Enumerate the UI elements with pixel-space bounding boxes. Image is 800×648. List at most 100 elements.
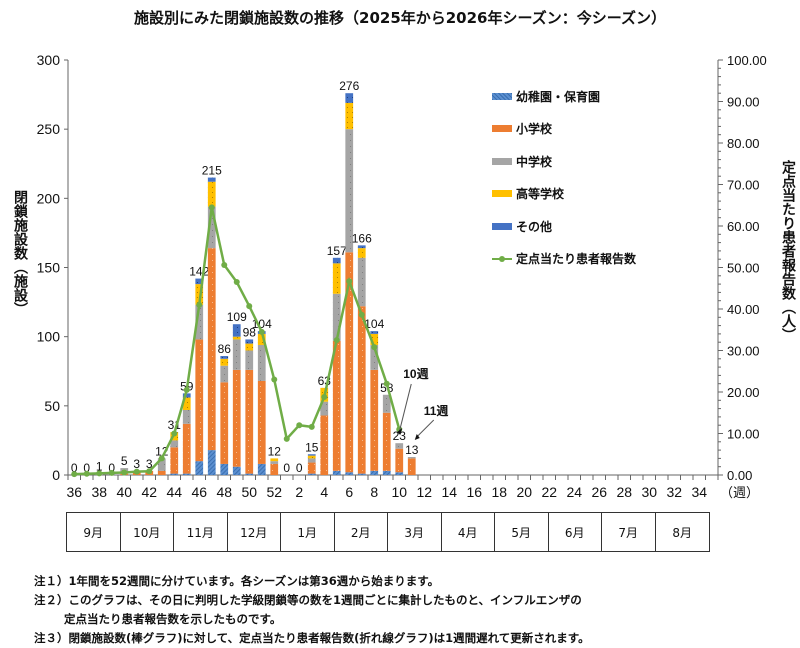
right-tick-label: 100.00 — [727, 53, 767, 68]
x-tick-label: 48 — [216, 484, 232, 500]
legend-item-shogakko: 小学校 — [492, 113, 636, 146]
teiten-point — [258, 328, 265, 335]
x-tick-label: 52 — [266, 484, 282, 500]
bar-segment — [332, 470, 341, 475]
bar-segment — [307, 454, 316, 456]
legend-swatch-icon — [492, 222, 512, 230]
month-cell: 6月 — [549, 513, 602, 551]
x-tick-label: 46 — [191, 484, 207, 500]
teiten-point — [371, 344, 378, 351]
bar-segment — [257, 344, 266, 381]
legend-label: 高等学校 — [516, 187, 565, 202]
left-tick-label: 100 — [37, 329, 61, 345]
bar-total-label: 276 — [339, 79, 359, 93]
x-tick-label: 30 — [641, 484, 657, 500]
chart-legend: 幼稚園・保育園 小学校 中学校 高等学校 その他 定点当たり患者報告数 — [492, 80, 636, 275]
bar-segment — [370, 369, 379, 471]
legend-swatch-icon — [492, 92, 512, 100]
left-tick-label: 250 — [37, 121, 61, 137]
teiten-point — [158, 455, 165, 462]
bar-segment — [245, 473, 254, 475]
x-tick-label: 2 — [295, 484, 303, 500]
right-tick-label: 40.00 — [727, 302, 760, 317]
teiten-point — [283, 435, 290, 442]
bar-segment — [345, 252, 354, 473]
bar-segment — [182, 473, 191, 475]
right-tick-label: 70.00 — [727, 178, 760, 193]
right-tick-label: 50.00 — [727, 261, 760, 276]
right-tick-label: 30.00 — [727, 344, 760, 359]
bar-segment — [207, 206, 216, 249]
bar-total-label: 215 — [202, 164, 222, 178]
bar-segment — [345, 102, 354, 130]
month-cell: 1月 — [281, 513, 335, 551]
bar-segment — [207, 248, 216, 451]
note-2-cont: 定点当たり患者報告数を示したものです。 — [64, 612, 282, 626]
bar-total-label: 86 — [218, 342, 232, 356]
legend-label: その他 — [516, 219, 553, 234]
legend-item-sonota: その他 — [492, 210, 636, 243]
x-tick-label: 26 — [591, 484, 607, 500]
bar-total-label: 23 — [393, 429, 407, 443]
bar-segment — [332, 340, 341, 471]
left-tick-label: 50 — [44, 398, 60, 414]
bar-segment — [232, 324, 241, 337]
bar-segment — [270, 458, 279, 462]
teiten-point — [333, 337, 340, 344]
bar-total-label: 166 — [352, 231, 372, 245]
bar-total-label: 12 — [268, 444, 282, 458]
bar-segment — [257, 333, 266, 345]
note-1: 注１）1年間を52週間に分けています。各シーズンは第36週から始まります。 — [34, 574, 440, 588]
teiten-point — [133, 468, 140, 475]
bar-segment — [370, 331, 379, 334]
x-tick-label: 32 — [666, 484, 682, 500]
bar-segment — [382, 394, 391, 413]
bar-segment — [320, 415, 329, 475]
bar-segment — [357, 473, 366, 475]
bar-segment — [220, 463, 229, 475]
bar-segment — [195, 284, 204, 305]
teiten-point — [383, 380, 390, 387]
right-tick-label: 90.00 — [727, 95, 760, 110]
x-tick-label: 22 — [541, 484, 557, 500]
x-tick-label: 6 — [345, 484, 353, 500]
bar-segment — [195, 304, 204, 340]
bar-segment — [182, 423, 191, 474]
bar-segment — [395, 448, 404, 473]
x-tick-label: 40 — [116, 484, 132, 500]
teiten-point — [71, 471, 78, 478]
bar-segment — [195, 339, 204, 462]
teiten-point — [108, 469, 115, 476]
bar-segment — [182, 397, 191, 410]
left-tick-label: 300 — [37, 52, 61, 68]
bar-segment — [207, 177, 216, 182]
month-cell: 5月 — [495, 513, 549, 551]
bar-total-label: 98 — [243, 325, 257, 339]
teiten-point — [321, 393, 328, 400]
bar-segment — [207, 181, 216, 207]
bar-segment — [270, 463, 279, 475]
month-cell: 9月 — [67, 513, 121, 551]
legend-swatch-icon — [492, 125, 512, 133]
legend-label: 定点当たり患者報告数 — [516, 252, 637, 267]
bar-segment — [382, 412, 391, 471]
x-tick-label: 18 — [491, 484, 507, 500]
bar-total-label: 5 — [121, 454, 128, 468]
left-tick-label: 200 — [37, 190, 61, 206]
bar-segment — [195, 461, 204, 475]
bar-total-label: 3 — [146, 457, 153, 471]
month-cell: 11月 — [174, 513, 228, 551]
right-axis-label: 定点当たり患者報告数（人） — [780, 160, 796, 342]
bar-segment — [157, 470, 166, 475]
bar-segment — [207, 450, 216, 475]
bar-segment — [370, 470, 379, 475]
bar-segment — [395, 443, 404, 449]
bar-total-label: 0 — [83, 461, 90, 475]
bar-segment — [170, 440, 179, 448]
month-cell: 10月 — [121, 513, 174, 551]
bar-segment — [307, 455, 316, 459]
left-tick-label: 150 — [37, 260, 61, 276]
bar-segment — [382, 470, 391, 475]
month-cell: 2月 — [335, 513, 388, 551]
chart-title: 施設別にみた閉鎖施設数の推移（2025年から2026年シーズン：今シーズン） — [134, 9, 666, 27]
